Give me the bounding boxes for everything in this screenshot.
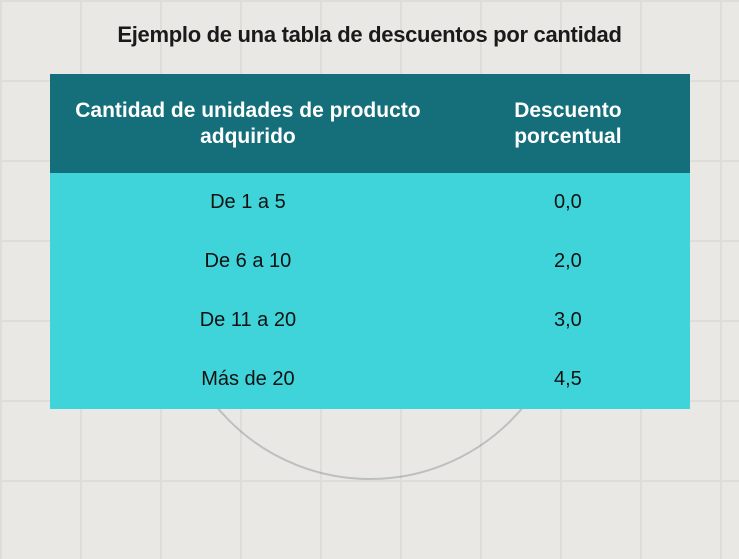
table-row: De 6 a 10 2,0 [50,232,690,291]
cell-discount: 4,5 [446,350,689,409]
cell-discount: 0,0 [446,173,689,232]
table-header-discount: Descuento porcentual [446,74,689,173]
cell-range: De 1 a 5 [50,173,447,232]
table-header-quantity: Cantidad de unidades de producto adquiri… [50,74,447,173]
table-row: Más de 20 4,5 [50,350,690,409]
table-header-row: Cantidad de unidades de producto adquiri… [50,74,690,173]
table-body: De 1 a 5 0,0 De 6 a 10 2,0 De 11 a 20 3,… [50,173,690,409]
table-row: De 1 a 5 0,0 [50,173,690,232]
cell-range: De 11 a 20 [50,291,447,350]
discount-table: Cantidad de unidades de producto adquiri… [50,74,690,409]
table-row: De 11 a 20 3,0 [50,291,690,350]
cell-range: De 6 a 10 [50,232,447,291]
cell-discount: 3,0 [446,291,689,350]
cell-range: Más de 20 [50,350,447,409]
cell-discount: 2,0 [446,232,689,291]
page-title: Ejemplo de una tabla de descuentos por c… [0,0,739,48]
